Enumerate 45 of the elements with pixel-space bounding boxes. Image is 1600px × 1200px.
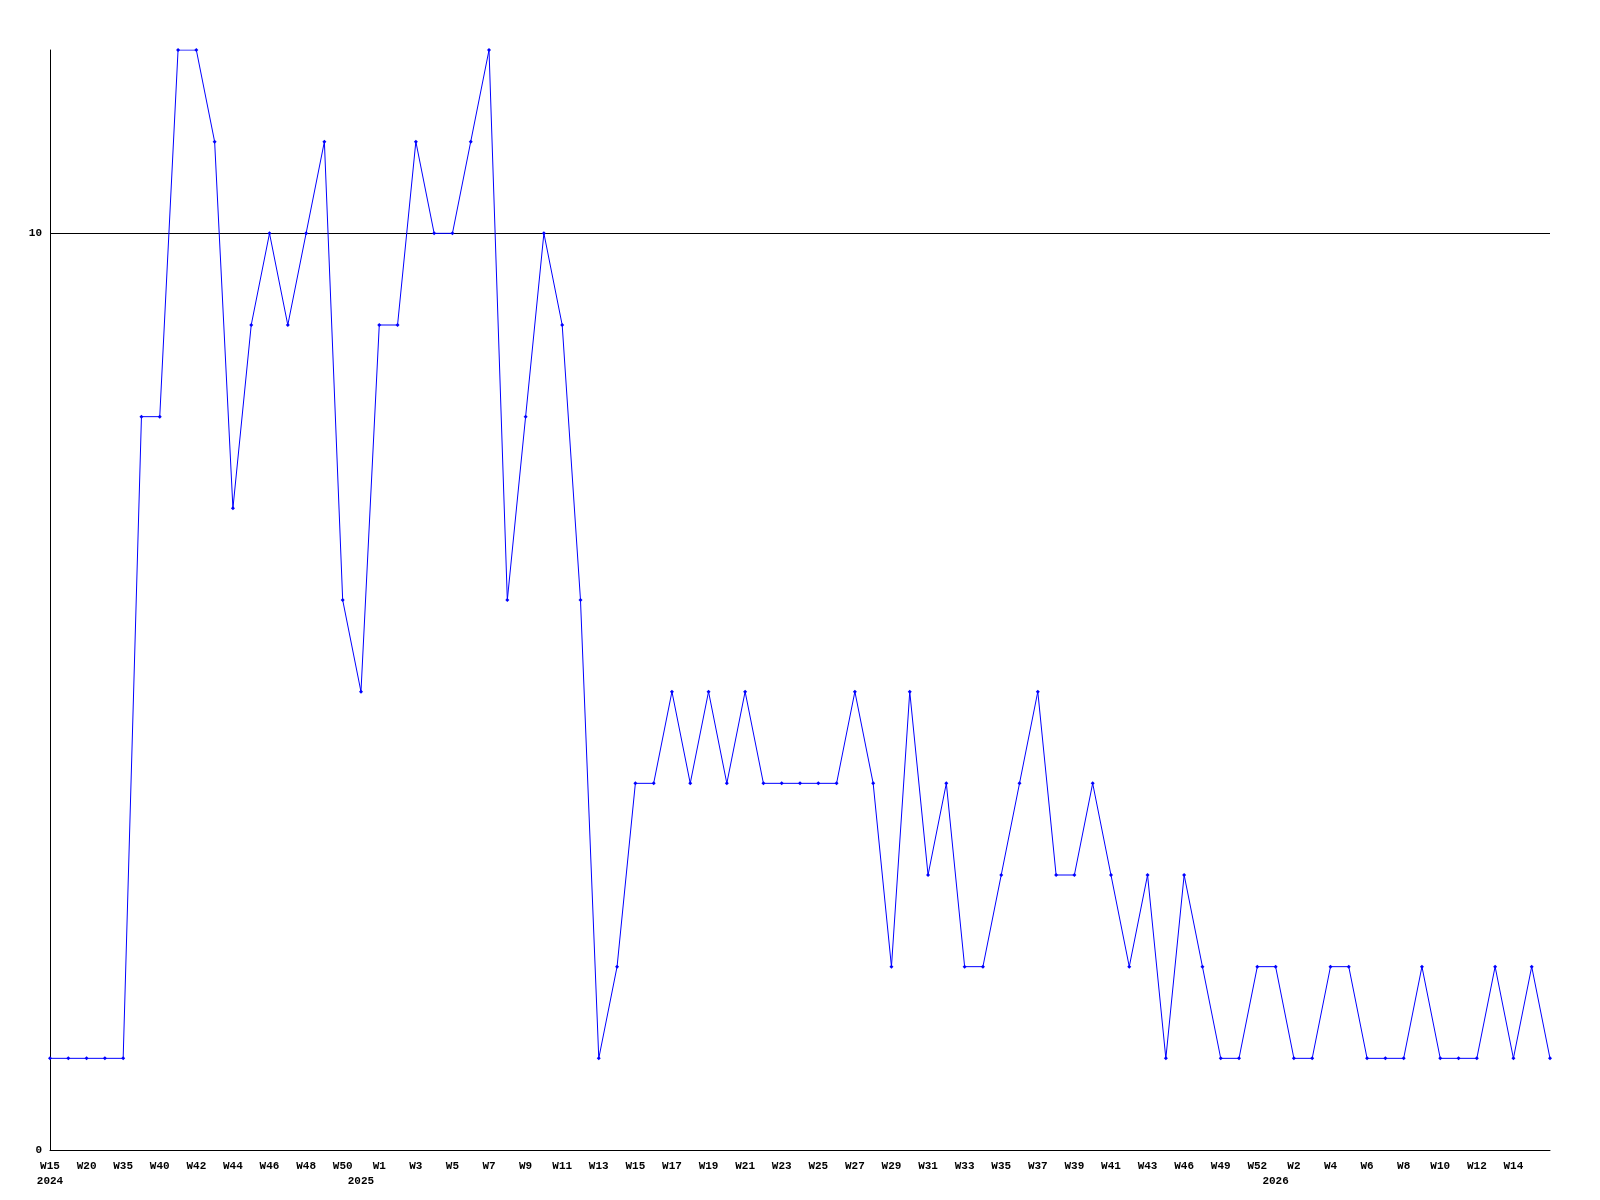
x-tick-label: W1 <box>372 1159 387 1172</box>
x-tick-label: W46 <box>259 1159 280 1172</box>
x-tick-label: W39 <box>1064 1159 1085 1172</box>
x-tick-label: W43 <box>1137 1159 1158 1172</box>
x-tick-label: 2026 <box>1262 1174 1289 1187</box>
x-tick-label: W17 <box>662 1159 682 1172</box>
x-tick-label: W42 <box>186 1159 207 1172</box>
x-tick-label: W25 <box>808 1159 829 1172</box>
x-tick-label: 2025 <box>347 1174 375 1187</box>
x-tick-label: W15 <box>625 1159 646 1172</box>
x-tick-label: W8 <box>1397 1159 1411 1172</box>
x-tick-label: W12 <box>1466 1159 1487 1172</box>
x-tick-label: W2 <box>1287 1159 1301 1172</box>
x-tick-label: W46 <box>1174 1159 1195 1172</box>
x-tick-label: W27 <box>844 1159 865 1172</box>
x-tick-label: W41 <box>1101 1159 1122 1172</box>
x-tick-label: W50 <box>332 1159 353 1172</box>
x-tick-label: W23 <box>771 1159 792 1172</box>
x-tick-label: W7 <box>482 1159 496 1172</box>
x-tick-label: W31 <box>918 1159 939 1172</box>
x-tick-label: W15 2024 <box>36 1159 64 1187</box>
x-tick-label: W35 <box>113 1159 134 1172</box>
x-tick-label: W4 <box>1323 1159 1338 1172</box>
x-tick-label: W52 <box>1247 1159 1268 1172</box>
x-tick-label: W19 <box>698 1159 719 1172</box>
x-tick-label: W29 <box>881 1159 902 1172</box>
x-tick-label: W21 <box>735 1159 756 1172</box>
x-tick-label: W48 <box>296 1159 317 1172</box>
x-tick-label: W13 <box>588 1159 610 1172</box>
y-tick-label: 0 <box>35 1144 42 1156</box>
x-tick-label: W35 <box>991 1159 1012 1172</box>
x-tick-label: W9 <box>519 1159 533 1172</box>
x-tick-label: W3 <box>409 1159 423 1172</box>
x-tick-label: W14 <box>1503 1159 1524 1172</box>
x-tick-label: W40 <box>149 1159 170 1172</box>
x-tick-label: W44 <box>223 1159 244 1172</box>
x-tick-label: W20 <box>76 1159 97 1172</box>
x-tick-label: W10 <box>1430 1159 1451 1172</box>
x-tick-label: W11 <box>552 1159 573 1172</box>
x-tick-label: W5 <box>445 1159 460 1172</box>
x-tick-label: W37 <box>1027 1159 1048 1172</box>
x-tick-label: W6 <box>1360 1159 1374 1172</box>
x-tick-label: W49 <box>1210 1159 1231 1172</box>
y-tick-label: 10 <box>28 227 42 240</box>
x-tick-label: W33 <box>954 1159 975 1172</box>
